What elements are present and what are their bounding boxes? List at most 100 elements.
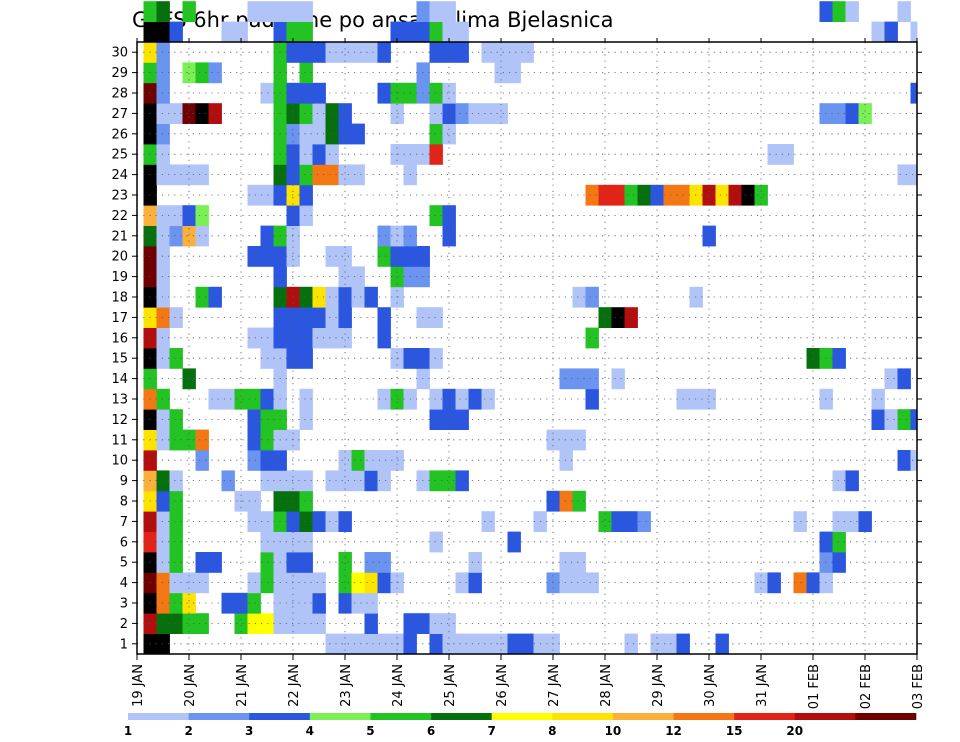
heatmap-cell	[182, 368, 196, 390]
heatmap-cell	[156, 266, 170, 288]
y-tick-label: 16	[111, 331, 128, 346]
heatmap-cell	[325, 286, 339, 308]
heatmap-cell	[221, 470, 235, 492]
heatmap-cell	[156, 1, 170, 22]
heatmap-cell	[182, 592, 196, 614]
heatmap-cell	[299, 42, 313, 63]
heatmap-cell	[247, 409, 261, 430]
heatmap-cell	[351, 164, 365, 186]
heatmap-cell	[897, 450, 911, 471]
heatmap-cell	[897, 164, 911, 186]
heatmap-cell	[754, 572, 768, 594]
heatmap-cell	[299, 21, 313, 43]
heatmap-cell	[572, 552, 586, 573]
heatmap-cell	[338, 327, 352, 349]
heatmap-cell	[195, 225, 209, 247]
heatmap-cell	[156, 286, 170, 308]
heatmap-cell	[169, 205, 183, 226]
heatmap-cell	[299, 62, 313, 84]
heatmap-cell	[507, 531, 521, 553]
heatmap-cell	[169, 429, 183, 451]
heatmap-cell	[442, 42, 456, 63]
heatmap-cell	[247, 246, 261, 267]
heatmap-cell	[884, 409, 898, 430]
heatmap-cell	[507, 633, 521, 655]
heatmap-cell	[234, 21, 248, 43]
heatmap-cell	[455, 572, 469, 594]
heatmap-cell	[611, 511, 625, 532]
colorbar-swatch	[249, 713, 311, 720]
x-tick-label: 30 JAN	[703, 664, 718, 707]
heatmap-cell	[325, 470, 339, 492]
heatmap-cell	[156, 246, 170, 267]
heatmap-cell	[286, 21, 300, 43]
y-tick-label: 19	[111, 270, 128, 285]
heatmap-cell	[429, 307, 443, 328]
colorbar-label: 5	[366, 724, 374, 738]
heatmap-cell	[832, 470, 846, 492]
y-tick-label: 10	[111, 454, 128, 469]
heatmap-cell	[156, 225, 170, 247]
heatmap-cell	[793, 572, 807, 594]
heatmap-cell	[169, 307, 183, 328]
heatmap-cell	[299, 348, 313, 369]
heatmap-cell	[702, 184, 716, 206]
heatmap-cell	[299, 409, 313, 430]
heatmap-cell	[910, 164, 918, 186]
heatmap-cell	[169, 225, 183, 247]
heatmap-cell	[624, 633, 638, 655]
y-axis: 1234567891011121314151617181920212223242…	[111, 46, 922, 652]
heatmap-cell	[182, 62, 196, 84]
colorbar-swatch	[612, 713, 674, 720]
colorbar-swatch	[734, 713, 796, 720]
heatmap-cell	[416, 1, 430, 22]
heatmap-cell	[585, 368, 599, 390]
heatmap-cell	[247, 450, 261, 471]
heatmap-cell	[156, 327, 170, 349]
heatmap-cell	[299, 286, 313, 308]
heatmap-cell	[221, 592, 235, 614]
y-tick-label: 14	[111, 372, 128, 387]
colorbar-swatch	[794, 713, 856, 720]
heatmap-cell	[156, 62, 170, 84]
heatmap-cell	[182, 225, 196, 247]
heatmap-cell	[468, 572, 482, 594]
heatmap-cell	[299, 572, 313, 594]
colorbar-label: 20	[786, 724, 803, 738]
heatmap-cell	[351, 572, 365, 594]
heatmap-cell	[390, 82, 404, 104]
heatmap-cell	[156, 164, 170, 186]
heatmap-cell	[442, 613, 456, 634]
heatmap-cell	[208, 552, 222, 573]
heatmap-cell	[702, 225, 716, 247]
heatmap-cell	[520, 633, 534, 655]
colorbar-label: 15	[726, 724, 743, 738]
heatmap-cell	[845, 103, 859, 124]
heatmap-cell	[221, 21, 235, 43]
x-tick-label: 23 JAN	[339, 664, 354, 707]
heatmap-cell	[195, 62, 209, 84]
heatmap-cell	[507, 42, 521, 63]
y-tick-label: 9	[120, 474, 128, 489]
heatmap-cell	[559, 490, 573, 512]
heatmap-cell	[312, 144, 326, 165]
heatmap-cell	[338, 572, 352, 594]
heatmap-cell	[156, 409, 170, 430]
heatmap-cell	[910, 409, 918, 430]
heatmap-cell	[247, 429, 261, 451]
heatmap-cell	[169, 552, 183, 573]
heatmap-cell	[364, 613, 378, 634]
heatmap-cell	[169, 490, 183, 512]
heatmap-cell	[455, 470, 469, 492]
heatmap-cell	[351, 286, 365, 308]
heatmap-cell	[897, 368, 911, 390]
heatmap-cell	[429, 348, 443, 369]
heatmap-cell	[338, 470, 352, 492]
heatmap-cell	[871, 21, 885, 43]
heatmap-cell	[390, 225, 404, 247]
heatmap-cell	[429, 613, 443, 634]
heatmap-cell	[143, 1, 157, 22]
heatmap-cell	[182, 164, 196, 186]
heatmap-cell	[195, 429, 209, 451]
heatmap-cell	[299, 511, 313, 532]
